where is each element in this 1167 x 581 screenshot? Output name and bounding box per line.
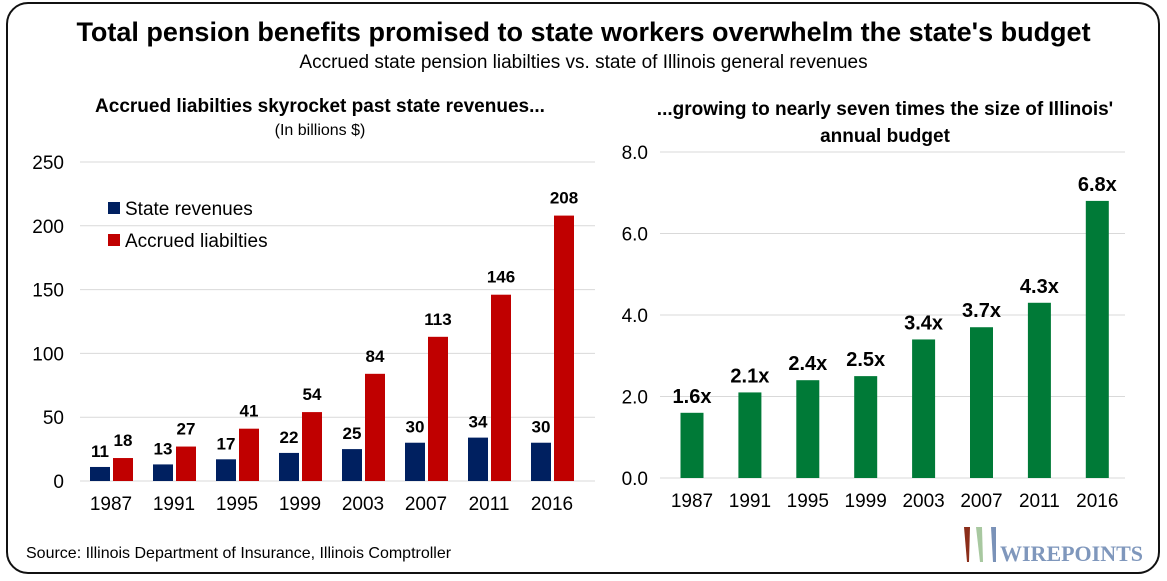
x-tick-label: 1995 xyxy=(787,491,829,512)
frame-border xyxy=(6,2,1160,574)
logo-mark-icon xyxy=(991,527,996,562)
bar-ratio xyxy=(912,339,936,478)
x-tick-label: 2016 xyxy=(1076,491,1118,512)
bar-liabilities xyxy=(239,428,259,481)
x-tick-label: 2003 xyxy=(902,491,944,512)
x-tick-label: 1991 xyxy=(153,494,195,515)
x-tick-label: 2003 xyxy=(342,494,384,515)
x-tick-label: 1991 xyxy=(729,491,771,512)
bar-revenues xyxy=(342,449,362,481)
y-tick-label: 2.0 xyxy=(622,388,648,409)
x-tick-label: 1995 xyxy=(216,494,258,515)
bar-liabilities xyxy=(491,294,511,481)
logo-text: WIREPOINTS xyxy=(1000,541,1143,566)
x-tick-label: 2011 xyxy=(469,494,510,515)
bar-revenues xyxy=(405,442,425,481)
bar-revenues xyxy=(90,466,110,481)
data-label: 2.5x xyxy=(846,349,885,371)
y-tick-label: 0 xyxy=(53,472,64,493)
bar-ratio xyxy=(970,327,993,478)
data-label: 27 xyxy=(177,420,196,439)
x-tick-label: 2011 xyxy=(1019,491,1060,512)
bar-ratio xyxy=(854,376,878,478)
bar-liabilities xyxy=(554,215,574,482)
bar-ratio xyxy=(796,380,820,478)
data-label: 30 xyxy=(532,418,551,437)
data-label: 2.1x xyxy=(730,365,769,387)
data-label: 6.8x xyxy=(1078,174,1117,196)
data-label: 146 xyxy=(487,268,515,287)
data-label: 3.7x xyxy=(962,300,1001,322)
data-label: 3.4x xyxy=(904,312,943,334)
x-tick-label: 1999 xyxy=(845,491,887,512)
bar-revenues xyxy=(468,437,488,481)
data-label: 2.4x xyxy=(788,353,827,375)
y-tick-label: 50 xyxy=(43,408,64,429)
x-tick-label: 1987 xyxy=(671,491,713,512)
x-tick-label: 2007 xyxy=(960,491,1002,512)
bar-revenues xyxy=(531,442,551,481)
bar-revenues xyxy=(153,464,173,481)
y-tick-label: 200 xyxy=(32,217,64,238)
legend-label: State revenues xyxy=(125,199,253,220)
logo-mark-icon xyxy=(964,527,970,562)
data-label: 34 xyxy=(469,413,488,432)
legend-label: Accrued liabilties xyxy=(125,231,268,252)
data-label: 84 xyxy=(366,347,385,366)
y-tick-label: 8.0 xyxy=(622,143,648,164)
data-label: 4.3x xyxy=(1020,276,1059,298)
y-tick-label: 150 xyxy=(32,281,64,302)
data-label: 208 xyxy=(550,189,578,208)
data-label: 11 xyxy=(91,442,109,461)
data-label: 18 xyxy=(114,431,133,450)
data-label: 25 xyxy=(343,424,362,443)
left-chart-subtitle: (In billions $) xyxy=(274,122,366,139)
bar-ratio xyxy=(680,412,704,478)
data-label: 41 xyxy=(240,402,259,421)
bar-revenues xyxy=(216,459,236,481)
logo-mark-icon xyxy=(976,527,983,562)
y-tick-label: 4.0 xyxy=(622,306,648,327)
x-tick-label: 1987 xyxy=(90,494,132,515)
x-tick-label: 2007 xyxy=(405,494,447,515)
bar-liabilities xyxy=(365,373,385,481)
y-tick-label: 6.0 xyxy=(622,225,648,246)
data-label: 17 xyxy=(217,434,236,453)
bar-liabilities xyxy=(176,446,196,481)
main-subtitle: Accrued state pension liabilties vs. sta… xyxy=(299,52,868,73)
bar-ratio xyxy=(738,392,762,478)
bar-liabilities xyxy=(113,458,133,481)
x-tick-label: 1999 xyxy=(279,494,321,515)
bar-revenues xyxy=(279,452,299,481)
right-chart-title: ...growing to nearly seven times the siz… xyxy=(656,99,1114,147)
data-label: 54 xyxy=(303,385,322,404)
data-label: 13 xyxy=(154,439,173,458)
legend-swatch xyxy=(108,234,120,246)
data-label: 113 xyxy=(424,310,451,329)
bar-ratio xyxy=(1027,302,1051,478)
y-tick-label: 100 xyxy=(32,344,64,365)
main-title: Total pension benefits promised to state… xyxy=(76,17,1091,47)
data-label: 22 xyxy=(280,428,299,447)
data-label: 30 xyxy=(406,418,425,437)
left-chart-title: Accrued liabilties skyrocket past state … xyxy=(95,96,545,117)
y-tick-label: 0.0 xyxy=(622,469,648,490)
source-note: Source: Illinois Department of Insurance… xyxy=(26,545,452,562)
y-tick-label: 250 xyxy=(32,153,64,174)
bar-ratio xyxy=(1085,200,1109,478)
bar-liabilities xyxy=(428,336,448,481)
bar-liabilities xyxy=(302,412,322,481)
x-tick-label: 2016 xyxy=(531,494,573,515)
legend-swatch xyxy=(108,202,120,214)
data-label: 1.6x xyxy=(673,386,712,408)
